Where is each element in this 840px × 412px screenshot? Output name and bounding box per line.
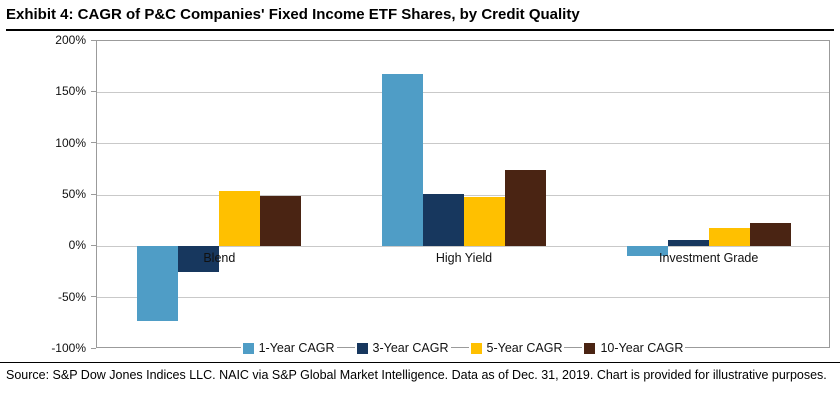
y-tick-label: -50%	[57, 289, 86, 304]
chart-footer: Source: S&P Dow Jones Indices LLC. NAIC …	[0, 362, 840, 383]
legend-label: 1-Year CAGR	[258, 341, 335, 355]
y-tick-mark	[91, 193, 96, 195]
y-tick-label: 0%	[68, 238, 86, 253]
legend-label: 10-Year CAGR	[600, 341, 684, 355]
bar-3-year-cagr-blend	[178, 246, 220, 272]
bar-5-year-cagr-investment-grade	[708, 227, 750, 247]
y-tick-mark	[91, 296, 96, 298]
legend-item: 3-Year CAGR	[354, 341, 451, 355]
bar-3-year-cagr-high-yield	[423, 193, 464, 247]
plot-area: Blend High Yield Investment Grade	[96, 40, 830, 348]
bar-10-year-cagr-blend	[260, 196, 302, 247]
y-tick-label: 200%	[55, 33, 86, 47]
y-tick-mark	[91, 347, 96, 349]
legend-label: 5-Year CAGR	[486, 341, 563, 355]
legend-swatch-icon	[356, 342, 368, 354]
y-tick-mark	[91, 142, 96, 144]
legend-label: 3-Year CAGR	[372, 341, 449, 355]
source-note: Source: S&P Dow Jones Indices LLC. NAIC …	[6, 368, 827, 382]
legend-item: 5-Year CAGR	[468, 341, 565, 355]
x-category-label: Blend	[203, 251, 236, 266]
y-tick-mark	[91, 244, 96, 246]
y-tick-label: 50%	[61, 187, 86, 201]
bar-1-year-cagr-blend	[137, 246, 179, 322]
legend-item: 1-Year CAGR	[240, 341, 337, 355]
y-tick-label: -100%	[51, 341, 86, 355]
bar-1-year-cagr-high-yield	[382, 73, 423, 247]
bar-5-year-cagr-high-yield	[464, 197, 505, 247]
legend-swatch-icon	[584, 342, 596, 354]
bar-5-year-cagr-blend	[219, 190, 261, 247]
chart-header: Exhibit 4: CAGR of P&C Companies' Fixed …	[6, 6, 834, 31]
legend-swatch-icon	[470, 342, 482, 354]
bar-1-year-cagr-investment-grade	[626, 246, 668, 256]
gridline	[97, 143, 829, 145]
bar-10-year-cagr-high-yield	[505, 170, 546, 247]
y-tick-label: 150%	[55, 84, 86, 99]
bar-3-year-cagr-investment-grade	[667, 240, 709, 247]
y-tick-mark	[91, 39, 96, 41]
y-tick-mark	[91, 90, 96, 92]
chart-title: Exhibit 4: CAGR of P&C Companies' Fixed …	[6, 6, 580, 23]
gridline	[97, 245, 829, 247]
legend-item: 10-Year CAGR	[582, 341, 686, 355]
x-category-label: Investment Grade	[658, 251, 759, 266]
legend: 1-Year CAGR 3-Year CAGR 5-Year CAGR 10-Year…	[96, 341, 830, 355]
legend-swatch-icon	[242, 342, 254, 354]
gridline	[97, 91, 829, 93]
y-tick-label: 100%	[55, 135, 86, 150]
bar-10-year-cagr-investment-grade	[749, 222, 791, 247]
gridline	[97, 297, 829, 299]
x-category-label: High Yield	[435, 251, 493, 266]
